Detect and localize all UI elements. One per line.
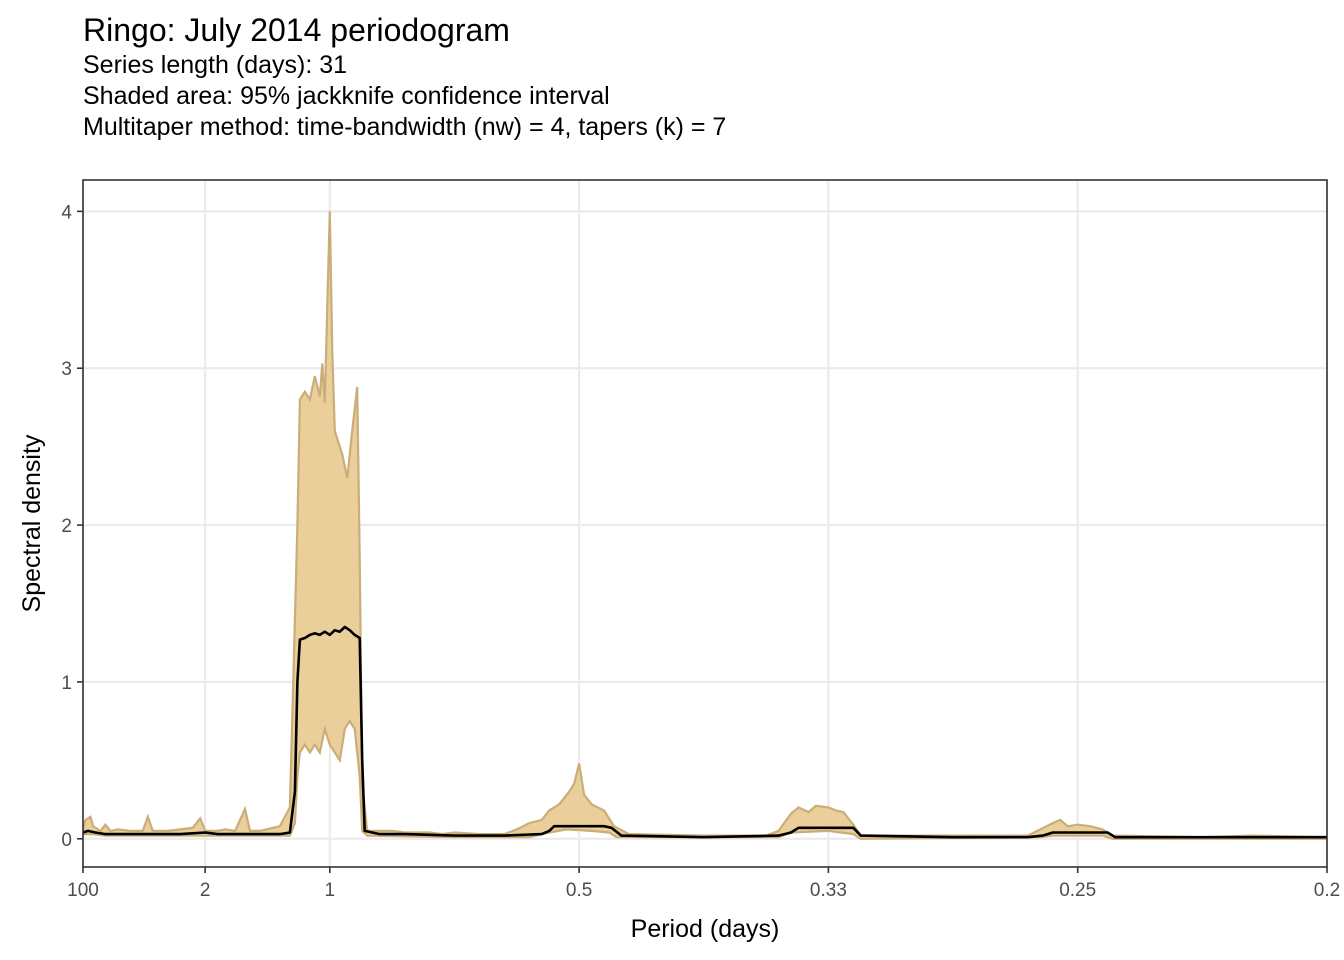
y-tick-label: 4 (61, 202, 72, 223)
plot-panel (83, 180, 1327, 867)
subtitle-line-2: Shaded area: 95% jackknife confidence in… (83, 82, 610, 110)
y-axis-title: Spectral density (18, 434, 46, 612)
x-tick-label: 0.25 (1059, 880, 1096, 901)
spectral-density-line (82, 625, 1327, 839)
x-tick-label: 0.5 (566, 880, 592, 901)
panel-border (82, 179, 1328, 868)
subtitle-line-3: Multitaper method: time-bandwidth (nw) =… (83, 113, 727, 141)
subtitle-line-1: Series length (days): 31 (83, 51, 348, 79)
x-axis-title: Period (days) (631, 915, 780, 943)
confidence-band (83, 211, 1327, 839)
x-tick-label: 0.2 (1314, 880, 1340, 901)
y-tick-label: 1 (61, 673, 72, 694)
chart-title: Ringo: July 2014 periodogram (83, 12, 510, 48)
y-tick-label: 0 (61, 830, 72, 851)
confidence-upper-line (81, 211, 1328, 839)
x-tick-label: 1 (325, 880, 336, 901)
y-tick-label: 3 (61, 359, 72, 380)
x-tick-label: 100 (67, 880, 99, 901)
x-tick-label: 0.33 (810, 880, 847, 901)
y-tick-label: 2 (61, 516, 72, 537)
confidence-lower-line (83, 719, 1327, 840)
title-block: Ringo: July 2014 periodogram Series leng… (83, 10, 726, 143)
x-tick-label: 2 (200, 880, 211, 901)
data-layer (81, 211, 1328, 840)
axis-layer: 0 1 2 3 4 100 2 1 0.5 0.33 0.25 0.2 (61, 202, 1340, 901)
